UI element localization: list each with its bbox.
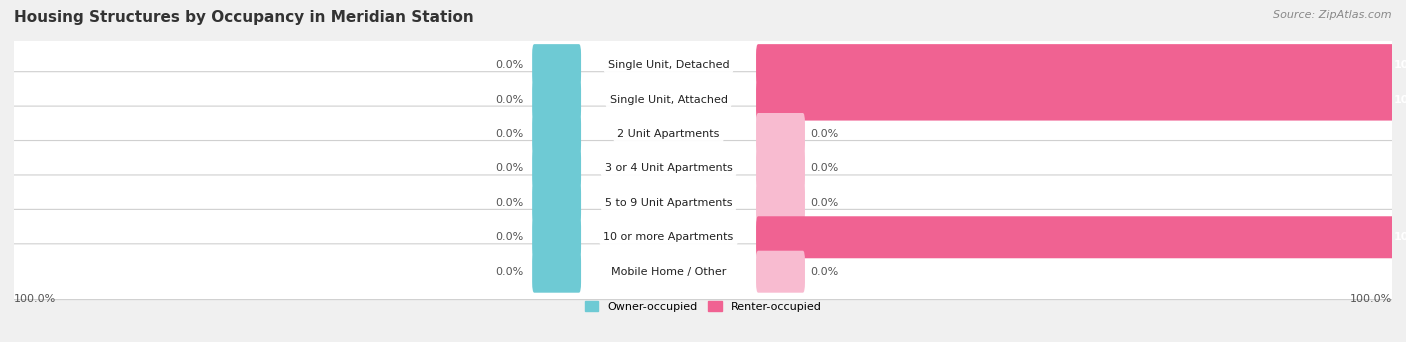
Text: Single Unit, Attached: Single Unit, Attached xyxy=(610,95,727,105)
Text: 0.0%: 0.0% xyxy=(810,267,838,277)
FancyBboxPatch shape xyxy=(11,244,1395,300)
Text: Single Unit, Detached: Single Unit, Detached xyxy=(607,60,730,70)
Text: 0.0%: 0.0% xyxy=(810,129,838,139)
FancyBboxPatch shape xyxy=(11,106,1395,162)
FancyBboxPatch shape xyxy=(11,209,1395,265)
Text: 0.0%: 0.0% xyxy=(496,163,524,173)
FancyBboxPatch shape xyxy=(531,79,581,121)
FancyBboxPatch shape xyxy=(531,182,581,224)
FancyBboxPatch shape xyxy=(531,44,581,86)
Text: 10 or more Apartments: 10 or more Apartments xyxy=(603,232,734,242)
FancyBboxPatch shape xyxy=(11,72,1395,128)
Text: 100.0%: 100.0% xyxy=(1395,232,1406,242)
Text: 5 to 9 Unit Apartments: 5 to 9 Unit Apartments xyxy=(605,198,733,208)
Text: 0.0%: 0.0% xyxy=(496,198,524,208)
Text: 100.0%: 100.0% xyxy=(1395,95,1406,105)
FancyBboxPatch shape xyxy=(531,251,581,293)
FancyBboxPatch shape xyxy=(11,37,1395,93)
FancyBboxPatch shape xyxy=(756,79,1406,121)
Legend: Owner-occupied, Renter-occupied: Owner-occupied, Renter-occupied xyxy=(581,297,825,316)
FancyBboxPatch shape xyxy=(531,147,581,189)
FancyBboxPatch shape xyxy=(531,113,581,155)
FancyBboxPatch shape xyxy=(756,44,1406,86)
FancyBboxPatch shape xyxy=(756,182,806,224)
FancyBboxPatch shape xyxy=(756,251,806,293)
Text: 100.0%: 100.0% xyxy=(1395,60,1406,70)
Text: 100.0%: 100.0% xyxy=(14,293,56,304)
FancyBboxPatch shape xyxy=(11,175,1395,231)
Text: 3 or 4 Unit Apartments: 3 or 4 Unit Apartments xyxy=(605,163,733,173)
Text: Housing Structures by Occupancy in Meridian Station: Housing Structures by Occupancy in Merid… xyxy=(14,10,474,25)
Text: Mobile Home / Other: Mobile Home / Other xyxy=(610,267,727,277)
FancyBboxPatch shape xyxy=(756,216,1406,258)
Text: 100.0%: 100.0% xyxy=(1350,293,1392,304)
FancyBboxPatch shape xyxy=(756,113,806,155)
Text: Source: ZipAtlas.com: Source: ZipAtlas.com xyxy=(1274,10,1392,20)
Text: 0.0%: 0.0% xyxy=(496,232,524,242)
Text: 0.0%: 0.0% xyxy=(810,198,838,208)
Text: 0.0%: 0.0% xyxy=(496,129,524,139)
FancyBboxPatch shape xyxy=(531,216,581,258)
Text: 0.0%: 0.0% xyxy=(810,163,838,173)
FancyBboxPatch shape xyxy=(11,141,1395,196)
Text: 0.0%: 0.0% xyxy=(496,60,524,70)
Text: 0.0%: 0.0% xyxy=(496,267,524,277)
Text: 2 Unit Apartments: 2 Unit Apartments xyxy=(617,129,720,139)
FancyBboxPatch shape xyxy=(756,147,806,189)
Text: 0.0%: 0.0% xyxy=(496,95,524,105)
